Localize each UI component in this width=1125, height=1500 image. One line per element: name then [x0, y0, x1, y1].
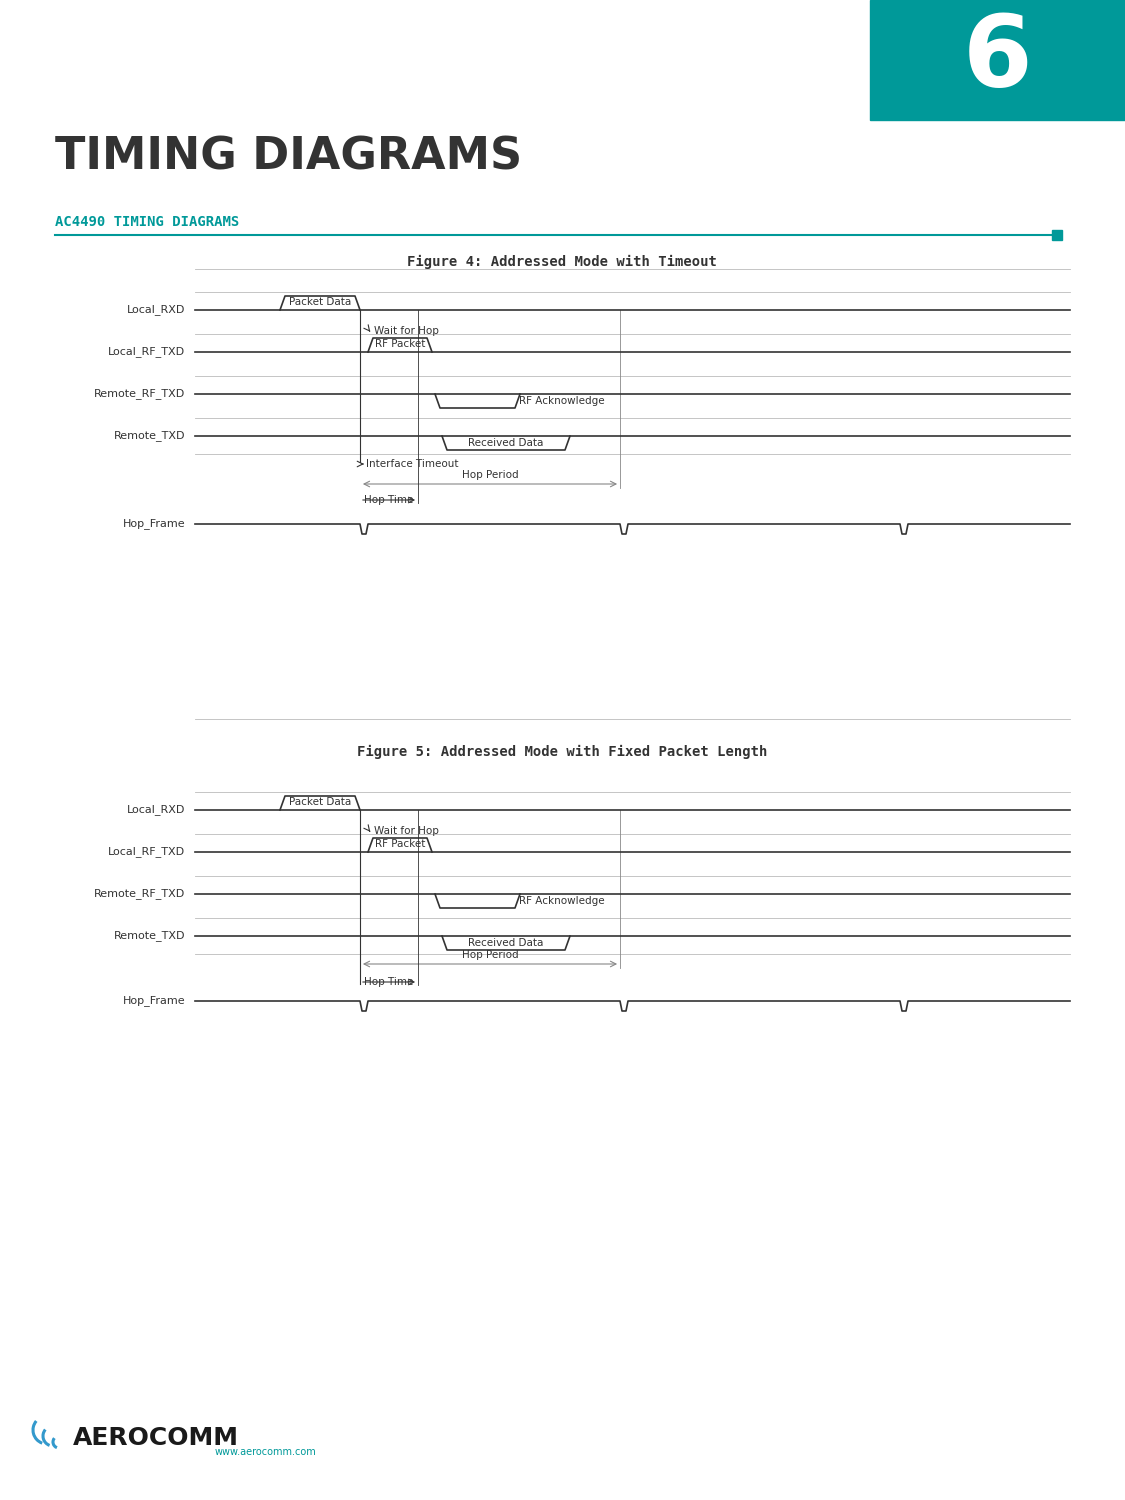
Text: RF Packet: RF Packet — [375, 339, 425, 350]
Text: Local_RXD: Local_RXD — [127, 304, 184, 315]
Text: Figure 5: Addressed Mode with Fixed Packet Length: Figure 5: Addressed Mode with Fixed Pack… — [357, 746, 767, 759]
Text: Hop Time: Hop Time — [364, 495, 413, 506]
Bar — [1052, 230, 1062, 240]
Text: RF Acknowledge: RF Acknowledge — [519, 396, 604, 406]
Text: Received Data: Received Data — [468, 438, 543, 448]
Text: Hop Period: Hop Period — [461, 950, 519, 960]
Text: Wait for Hop: Wait for Hop — [374, 326, 439, 336]
Text: Remote_RF_TXD: Remote_RF_TXD — [93, 388, 184, 399]
Text: Wait for Hop: Wait for Hop — [374, 827, 439, 836]
Text: Local_RF_TXD: Local_RF_TXD — [108, 846, 184, 858]
Text: 6: 6 — [963, 12, 1033, 108]
Text: AC4490 TIMING DIAGRAMS: AC4490 TIMING DIAGRAMS — [55, 214, 240, 230]
Text: RF Packet: RF Packet — [375, 839, 425, 849]
Text: Packet Data: Packet Data — [289, 297, 351, 307]
Text: Remote_TXD: Remote_TXD — [114, 430, 184, 441]
Text: Hop Period: Hop Period — [461, 470, 519, 480]
Text: Local_RF_TXD: Local_RF_TXD — [108, 346, 184, 357]
Text: Hop Time: Hop Time — [364, 976, 413, 987]
Text: www.aerocomm.com: www.aerocomm.com — [215, 1448, 317, 1456]
Text: Interface Timeout: Interface Timeout — [366, 459, 459, 470]
Text: Local_RXD: Local_RXD — [127, 804, 184, 816]
Text: Hop_Frame: Hop_Frame — [123, 996, 184, 1006]
Text: Received Data: Received Data — [468, 938, 543, 948]
Text: RF Acknowledge: RF Acknowledge — [519, 896, 604, 906]
Text: Figure 4: Addressed Mode with Timeout: Figure 4: Addressed Mode with Timeout — [407, 255, 717, 268]
Text: TIMING DIAGRAMS: TIMING DIAGRAMS — [55, 135, 522, 178]
Text: Hop_Frame: Hop_Frame — [123, 519, 184, 530]
Text: AEROCOMM: AEROCOMM — [73, 1426, 238, 1450]
Text: Remote_RF_TXD: Remote_RF_TXD — [93, 888, 184, 900]
Bar — [870, 0, 1125, 120]
Text: Remote_TXD: Remote_TXD — [114, 930, 184, 942]
Text: Packet Data: Packet Data — [289, 796, 351, 807]
